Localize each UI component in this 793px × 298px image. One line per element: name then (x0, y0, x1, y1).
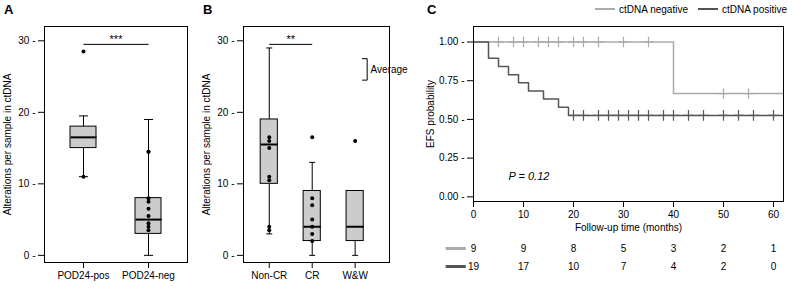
svg-text:40: 40 (668, 209, 680, 220)
svg-text:2: 2 (721, 243, 727, 254)
svg-text:10: 10 (518, 209, 530, 220)
svg-text:Follow-up time (months): Follow-up time (months) (575, 222, 682, 233)
html-text:C: C (427, 1, 437, 17)
svg-text:10: 10 (568, 261, 580, 272)
svg-text:0.00 -: 0.00 - (439, 191, 465, 202)
svg-text:5: 5 (621, 243, 627, 254)
svg-text:17: 17 (518, 261, 530, 272)
svg-text:**: ** (286, 33, 295, 45)
svg-text:Average: Average (371, 64, 409, 75)
svg-text:9: 9 (471, 243, 477, 254)
svg-text:3: 3 (671, 243, 677, 254)
svg-text:20 -: 20 - (18, 107, 35, 118)
svg-text:1: 1 (771, 243, 777, 254)
svg-text:0.75 -: 0.75 - (439, 75, 465, 86)
svg-text:Alterations per sample in ctDN: Alterations per sample in ctDNA (201, 73, 212, 215)
svg-text:20 -: 20 - (217, 107, 234, 118)
svg-text:P = 0.12: P = 0.12 (509, 170, 550, 182)
svg-text:30 -: 30 - (217, 35, 234, 46)
svg-text:4: 4 (671, 261, 677, 272)
svg-text:POD24-neg: POD24-neg (122, 270, 175, 281)
svg-text:30: 30 (618, 209, 630, 220)
svg-text:0 -: 0 - (223, 250, 235, 261)
svg-text:2: 2 (721, 261, 727, 272)
svg-text:POD24-pos: POD24-pos (57, 270, 109, 281)
svg-text:***: *** (110, 33, 124, 45)
svg-text:50: 50 (718, 209, 730, 220)
html-text:A: A (4, 1, 14, 17)
svg-text:0.25 -: 0.25 - (439, 152, 465, 163)
html-text:ctDNA positive: ctDNA positive (722, 3, 787, 15)
svg-text:19: 19 (468, 261, 480, 272)
svg-text:7: 7 (621, 261, 627, 272)
svg-text:20: 20 (568, 209, 580, 220)
svg-text:0.50 -: 0.50 - (439, 114, 465, 125)
svg-text:0 -: 0 - (24, 250, 36, 261)
svg-text:CR: CR (305, 270, 319, 281)
html-text:B: B (203, 1, 213, 17)
svg-text:1.00 -: 1.00 - (439, 36, 465, 47)
svg-text:EFS probability: EFS probability (425, 80, 436, 148)
svg-text:Alterations per sample in ctDN: Alterations per sample in ctDNA (2, 73, 13, 215)
svg-text:0: 0 (771, 261, 777, 272)
svg-text:9: 9 (521, 243, 527, 254)
svg-text:30 -: 30 - (18, 35, 35, 46)
svg-text:Non-CR: Non-CR (251, 270, 287, 281)
svg-text:60: 60 (768, 209, 780, 220)
html-text:ctDNA negative: ctDNA negative (619, 3, 688, 15)
svg-text:10 -: 10 - (18, 178, 35, 189)
svg-text:10 -: 10 - (217, 178, 234, 189)
svg-text:W&W: W&W (342, 270, 368, 281)
svg-text:8: 8 (571, 243, 577, 254)
svg-text:0: 0 (471, 209, 477, 220)
